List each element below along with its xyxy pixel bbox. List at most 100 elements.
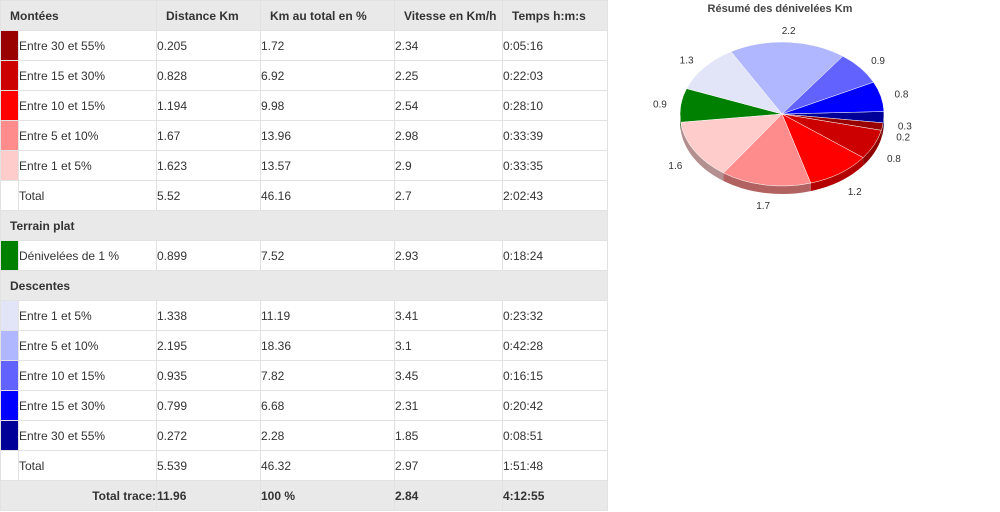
distance-cell: 0.935 — [156, 360, 261, 391]
distance-cell: 0.205 — [156, 30, 261, 61]
distance-cell: 0.272 — [156, 420, 261, 451]
pie-slice-label: 0.8 — [895, 90, 909, 101]
montees-row: Entre 15 et 30% 0.828 6.92 2.25 0:22:03 — [0, 60, 608, 91]
speed-cell: 2.25 — [394, 60, 503, 91]
montees-header-row: Montées Distance Km Km au total en % Vit… — [0, 0, 608, 31]
distance-cell: 5.539 — [156, 450, 261, 481]
speed-cell: 3.1 — [394, 330, 503, 361]
time-cell: 0:08:51 — [502, 420, 608, 451]
pie-slice — [680, 113, 783, 174]
plat-row: Dénivelées de 1 % 0.899 7.52 2.93 0:18:24 — [0, 240, 608, 271]
color-swatch — [0, 420, 19, 451]
row-label: Entre 10 et 15% — [18, 360, 157, 391]
color-swatch — [0, 150, 19, 181]
montees-row: Total 5.52 46.16 2.7 2:02:43 — [0, 180, 608, 211]
percent-cell: 6.68 — [260, 390, 395, 421]
row-label: Entre 15 et 30% — [18, 60, 157, 91]
color-swatch — [0, 360, 19, 391]
speed-cell: 3.45 — [394, 360, 503, 391]
color-swatch — [0, 330, 19, 361]
pie-slice-side — [810, 157, 864, 192]
distance-cell: 5.52 — [156, 180, 261, 211]
time-cell: 0:33:35 — [502, 150, 608, 181]
pie-slice — [781, 81, 885, 115]
col-header-speed: Vitesse en Km/h — [394, 0, 503, 31]
total-trace-percent: 100 % — [260, 480, 395, 511]
pie-slice-label: 1.6 — [668, 161, 682, 172]
pie-slice — [686, 51, 783, 115]
descentes-row: Entre 5 et 10% 2.195 18.36 3.1 0:42:28 — [0, 330, 608, 361]
speed-cell: 2.54 — [394, 90, 503, 121]
speed-cell: 2.31 — [394, 390, 503, 421]
plat-rows: Dénivelées de 1 % 0.899 7.52 2.93 0:18:24 — [0, 240, 608, 271]
row-label: Entre 5 et 10% — [18, 330, 157, 361]
color-swatch — [0, 180, 19, 211]
descentes-row: Entre 10 et 15% 0.935 7.82 3.45 0:16:15 — [0, 360, 608, 391]
montees-row: Entre 10 et 15% 1.194 9.98 2.54 0:28:10 — [0, 90, 608, 121]
pie-slice-label: 0.9 — [871, 56, 885, 67]
percent-cell: 13.57 — [260, 150, 395, 181]
time-cell: 0:18:24 — [502, 240, 608, 271]
pie-slice-label: 2.2 — [782, 26, 796, 37]
distance-cell: 1.338 — [156, 300, 261, 331]
percent-cell: 7.82 — [260, 360, 395, 391]
row-label: Entre 30 et 55% — [18, 420, 157, 451]
speed-cell: 2.34 — [394, 30, 503, 61]
percent-cell: 46.16 — [260, 180, 395, 211]
row-label: Dénivelées de 1 % — [18, 240, 157, 271]
pie-slice-side — [881, 122, 884, 139]
color-swatch — [0, 30, 19, 61]
speed-cell: 2.97 — [394, 450, 503, 481]
time-cell: 0:22:03 — [502, 60, 608, 91]
pie-slice-label: 0.3 — [898, 122, 912, 133]
speed-cell: 2.7 — [394, 180, 503, 211]
color-swatch — [0, 90, 19, 121]
distance-cell: 1.67 — [156, 120, 261, 151]
color-swatch — [0, 60, 19, 91]
total-trace-distance: 11.96 — [156, 480, 261, 511]
descentes-row: Entre 30 et 55% 0.272 2.28 1.85 0:08:51 — [0, 420, 608, 451]
speed-cell: 1.85 — [394, 420, 503, 451]
montees-row: Entre 5 et 10% 1.67 13.96 2.98 0:33:39 — [0, 120, 608, 151]
time-cell: 0:42:28 — [502, 330, 608, 361]
total-trace-speed: 2.84 — [394, 480, 503, 511]
percent-cell: 7.52 — [260, 240, 395, 271]
descentes-header-row: Descentes — [0, 270, 608, 301]
distance-cell: 0.899 — [156, 240, 261, 271]
descentes-rows: Entre 1 et 5% 1.338 11.19 3.41 0:23:32 Entre … — [0, 300, 608, 481]
time-cell: 2:02:43 — [502, 180, 608, 211]
pie-slice-label: 1.2 — [848, 187, 862, 198]
montees-title: Montées — [0, 0, 157, 31]
percent-cell: 9.98 — [260, 90, 395, 121]
percent-cell: 11.19 — [260, 300, 395, 331]
color-swatch — [0, 120, 19, 151]
distance-cell: 1.194 — [156, 90, 261, 121]
pie-slice-side — [723, 172, 811, 194]
descentes-title: Descentes — [0, 270, 608, 301]
col-header-distance: Distance Km — [156, 0, 261, 31]
distance-cell: 2.195 — [156, 330, 261, 361]
pie-slice — [730, 41, 844, 115]
color-swatch — [0, 240, 19, 271]
time-cell: 0:20:42 — [502, 390, 608, 421]
time-cell: 0:33:39 — [502, 120, 608, 151]
speed-cell: 3.41 — [394, 300, 503, 331]
pie-slice-label: 1.7 — [756, 201, 770, 212]
speed-cell: 2.9 — [394, 150, 503, 181]
speed-cell: 2.93 — [394, 240, 503, 271]
col-header-time: Temps h:m:s — [502, 0, 608, 31]
pie-slice — [722, 113, 812, 187]
row-label: Total — [18, 180, 157, 211]
total-trace-row: Total trace: 11.96 100 % 2.84 4:12:55 — [0, 480, 608, 511]
montees-row: Entre 30 et 55% 0.205 1.72 2.34 0:05:16 — [0, 30, 608, 61]
row-label: Entre 1 et 5% — [18, 300, 157, 331]
time-cell: 0:28:10 — [502, 90, 608, 121]
distance-cell: 0.828 — [156, 60, 261, 91]
row-label: Entre 10 et 15% — [18, 90, 157, 121]
distance-cell: 0.799 — [156, 390, 261, 421]
pie-slice-label: 1.3 — [680, 56, 694, 67]
pie-slice-label: 0.8 — [887, 154, 901, 165]
montees-row: Entre 1 et 5% 1.623 13.57 2.9 0:33:35 — [0, 150, 608, 181]
pie-slice-label: 0.2 — [896, 133, 910, 144]
time-cell: 0:23:32 — [502, 300, 608, 331]
